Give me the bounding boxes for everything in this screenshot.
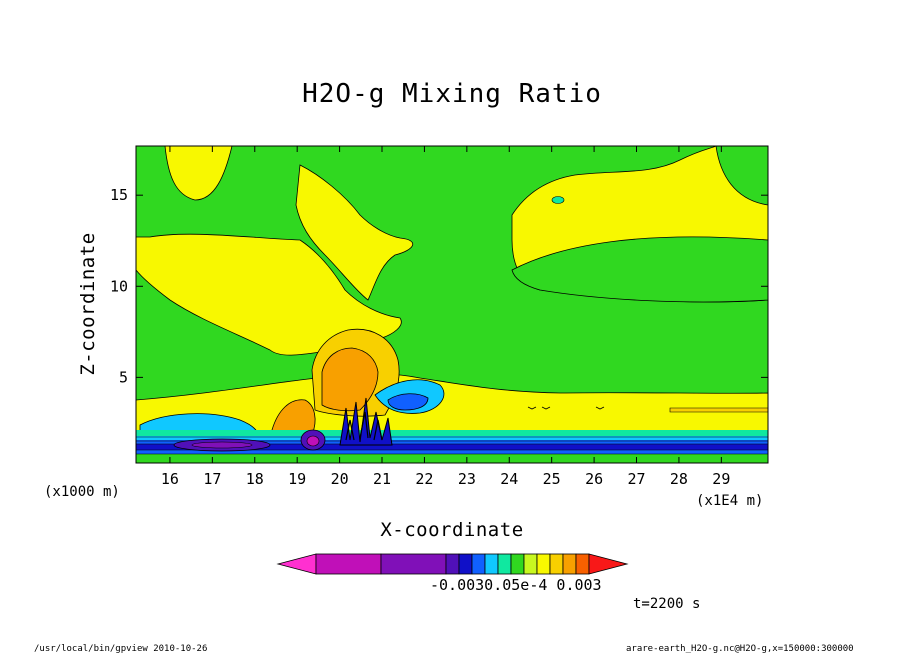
contour-surface-band-4 (136, 444, 768, 450)
chart-title: H2O-g Mixing Ratio (302, 79, 602, 109)
contour-low-west-core (191, 441, 253, 449)
contour-field (136, 146, 768, 463)
x-tick-label: 23 (458, 470, 476, 488)
x-tick-label: 16 (161, 470, 179, 488)
x-tick-label: 20 (331, 470, 349, 488)
colorbar-segment (380, 553, 447, 575)
x-axis-ticks: 16 17 18 19 20 21 22 23 24 25 26 27 28 29 (161, 146, 730, 488)
contour-surface-band-6 (136, 454, 768, 463)
x-tick-label: 26 (585, 470, 603, 488)
contour-surface-band-1 (136, 430, 768, 437)
y-axis-label: Z-coordinate (77, 232, 99, 375)
time-annotation: t=2200 s (633, 596, 700, 612)
x-tick-label: 18 (246, 470, 264, 488)
contour-small-spot (551, 196, 565, 204)
x-tick-label: 21 (373, 470, 391, 488)
colorbar-segment (497, 553, 512, 575)
y-tick-label: 15 (110, 186, 128, 204)
colorbar-segment (536, 553, 551, 575)
x-axis-label: X-coordinate (380, 519, 523, 541)
contour-surface-band-2 (136, 436, 768, 441)
contour-upper-left-yellow (164, 146, 233, 201)
x-tick-label: 17 (203, 470, 221, 488)
x-units-label: (x1000 m) (44, 484, 120, 500)
contour-blue-patch (387, 393, 429, 411)
contour-surface-band-3 (136, 440, 768, 444)
y-tick-label: 5 (119, 368, 128, 386)
colorbar-segment (315, 553, 382, 575)
contour-right-green (511, 236, 768, 303)
x-tick-label: 27 (627, 470, 645, 488)
contour-central-plume (295, 164, 413, 301)
colorbar-low-extend (276, 553, 317, 575)
colorbar-segment (510, 553, 525, 575)
contour-convective-lines (345, 411, 383, 441)
x-scale-label: (x1E4 m) (696, 493, 763, 509)
y-tick-label: 10 (110, 277, 128, 295)
x-tick-label: 29 (712, 470, 730, 488)
contour-low-center-core (306, 435, 320, 447)
x-tick-label: 22 (415, 470, 433, 488)
contour-plume-core (321, 347, 379, 412)
plot-frame (135, 145, 769, 464)
contour-surface-lines (136, 436, 768, 455)
contour-small-features (527, 406, 605, 410)
x-tick-label: 24 (500, 470, 518, 488)
colorbar-segment (523, 553, 538, 575)
colorbar-segment (549, 553, 564, 575)
contour-surface-band-5 (136, 450, 768, 454)
colorbar-segment (458, 553, 473, 575)
y-axis-ticks: 5 10 15 (110, 186, 768, 386)
footer-left: /usr/local/bin/gpview 2010-10-26 (34, 644, 207, 654)
colorbar-segment (562, 553, 577, 575)
x-tick-label: 19 (288, 470, 306, 488)
colorbar (276, 553, 629, 575)
colorbar-segment (445, 553, 460, 575)
colorbar-high-extend (588, 553, 629, 575)
footer-right: arare-earth_H2O-g.nc@H2O-g,x=150000:3000… (626, 644, 854, 654)
colorbar-segment (575, 553, 590, 575)
x-tick-label: 28 (670, 470, 688, 488)
x-tick-label: 25 (543, 470, 561, 488)
colorbar-segment (471, 553, 486, 575)
colorbar-segment (484, 553, 499, 575)
contour-right-thin-layer (669, 407, 768, 413)
colorbar-labels: -0.0030.05e-4 0.003 (430, 576, 602, 594)
